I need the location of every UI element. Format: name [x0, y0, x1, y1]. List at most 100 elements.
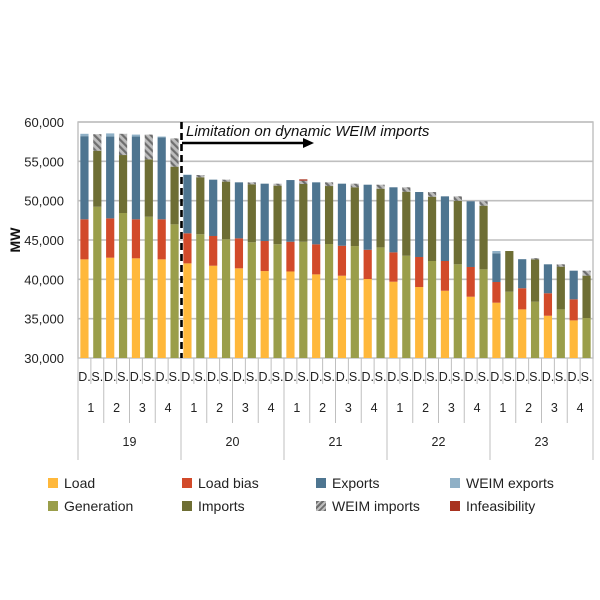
- x-label-subgroup: 2: [319, 401, 326, 415]
- legend-item: Load: [30, 474, 164, 492]
- bar-imports: [350, 187, 359, 247]
- x-label-subgroup: 4: [371, 401, 378, 415]
- x-label-subgroup: 4: [268, 401, 275, 415]
- x-label-s: S.: [194, 370, 206, 384]
- x-label-subgroup: 3: [139, 401, 146, 415]
- bar-imports: [479, 205, 488, 270]
- stacked-bar-chart: 30,000 35,000 40,000 45,000 50,000 55,000 60,0…: [7, 115, 594, 460]
- bar-load: [312, 274, 321, 358]
- x-label-s: S.: [349, 370, 361, 384]
- bar-load: [389, 281, 398, 358]
- y-tick-label: 45,000: [24, 233, 64, 248]
- x-label-subgroup: 4: [577, 401, 584, 415]
- bar-load-bias: [312, 244, 321, 275]
- legend-label: Infeasibility: [466, 498, 536, 514]
- bar-imports: [144, 159, 153, 217]
- bar-weim-imports: [299, 180, 308, 184]
- x-label-subgroup: 4: [474, 401, 481, 415]
- legend-swatch-icon: [316, 478, 326, 488]
- bar-imports: [221, 181, 231, 240]
- bar-imports: [453, 200, 462, 265]
- bar-weim-imports: [350, 183, 359, 188]
- bar-generation: [299, 241, 308, 358]
- bar-imports: [170, 166, 179, 225]
- bar-load: [260, 271, 269, 358]
- bar-imports: [530, 259, 540, 302]
- bar-weim-imports: [427, 192, 437, 197]
- x-label-subgroup: 1: [293, 401, 300, 415]
- legend-swatch-icon: [450, 478, 460, 488]
- x-label-s: S.: [375, 370, 387, 384]
- x-label-s: S.: [581, 370, 593, 384]
- x-label-group: 20: [226, 435, 240, 449]
- bar-load: [518, 309, 527, 358]
- bar-load-bias: [234, 238, 244, 269]
- x-label-d: D.: [567, 370, 580, 384]
- x-label-subgroup: 1: [499, 401, 506, 415]
- bar-imports: [93, 150, 102, 207]
- bar-weim-imports: [170, 138, 179, 167]
- bar-generation: [479, 269, 488, 358]
- legend-label: WEIM imports: [332, 498, 420, 514]
- bar-weim-imports: [324, 182, 334, 187]
- x-label-s: S.: [323, 370, 335, 384]
- bar-imports: [247, 184, 256, 243]
- bar-imports: [196, 177, 205, 235]
- x-label-subgroup: 3: [242, 401, 249, 415]
- y-tick-label: 35,000: [24, 312, 64, 327]
- bar-weim-exports: [106, 133, 115, 137]
- x-label-group: 21: [329, 435, 343, 449]
- bar-load-bias: [518, 288, 527, 310]
- x-label-d: D.: [516, 370, 529, 384]
- bar-weim-imports: [221, 179, 231, 182]
- bar-generation: [221, 239, 231, 358]
- bar-load: [286, 271, 295, 358]
- bar-exports: [337, 183, 347, 246]
- legend-label: Imports: [198, 498, 245, 514]
- x-label-d: D.: [207, 370, 220, 384]
- x-label-s: S.: [400, 370, 412, 384]
- bar-load-bias: [209, 235, 218, 266]
- x-label-d: D.: [78, 370, 91, 384]
- bar-load: [543, 315, 553, 358]
- bar-weim-imports: [479, 201, 488, 206]
- x-label-d: D.: [439, 370, 452, 384]
- gridlines: [78, 121, 593, 320]
- bar-generation: [170, 224, 179, 358]
- bar-load: [183, 263, 192, 358]
- bar-exports: [518, 259, 527, 289]
- legend-label: Load: [64, 475, 96, 491]
- y-tick-label: 40,000: [24, 272, 64, 287]
- bar-weim-imports: [556, 264, 565, 267]
- bar-weim-imports: [247, 182, 256, 185]
- legend-item: Imports: [164, 497, 298, 515]
- bar-infeasibility: [299, 179, 308, 181]
- x-label-s: S.: [246, 370, 258, 384]
- bar-load-bias: [363, 249, 372, 280]
- x-label-subgroup: 2: [525, 401, 532, 415]
- bar-generation: [93, 206, 102, 358]
- bar-weim-imports: [118, 133, 128, 156]
- bars: [80, 133, 591, 358]
- bar-exports: [209, 179, 218, 236]
- bar-generation: [505, 291, 514, 358]
- legend-label: WEIM exports: [466, 475, 554, 491]
- bar-load-bias: [131, 219, 141, 259]
- x-label-d: D.: [284, 370, 297, 384]
- bar-generation: [402, 255, 411, 358]
- x-label-d: D.: [464, 370, 477, 384]
- legend-item: WEIM exports: [432, 474, 566, 492]
- bar-imports: [505, 251, 514, 292]
- x-label-s: S.: [272, 370, 284, 384]
- bar-weim-imports: [144, 134, 153, 160]
- bar-load: [415, 287, 424, 358]
- y-axis-title: MW: [7, 227, 23, 253]
- x-label-d: D.: [181, 370, 194, 384]
- bar-load: [492, 302, 501, 358]
- bar-exports: [286, 180, 295, 242]
- bar-weim-imports: [530, 258, 540, 260]
- annotation: Limitation on dynamic WEIM imports: [180, 122, 430, 358]
- bar-load: [363, 279, 372, 358]
- bar-exports: [389, 187, 398, 253]
- legend-label: Exports: [332, 475, 380, 491]
